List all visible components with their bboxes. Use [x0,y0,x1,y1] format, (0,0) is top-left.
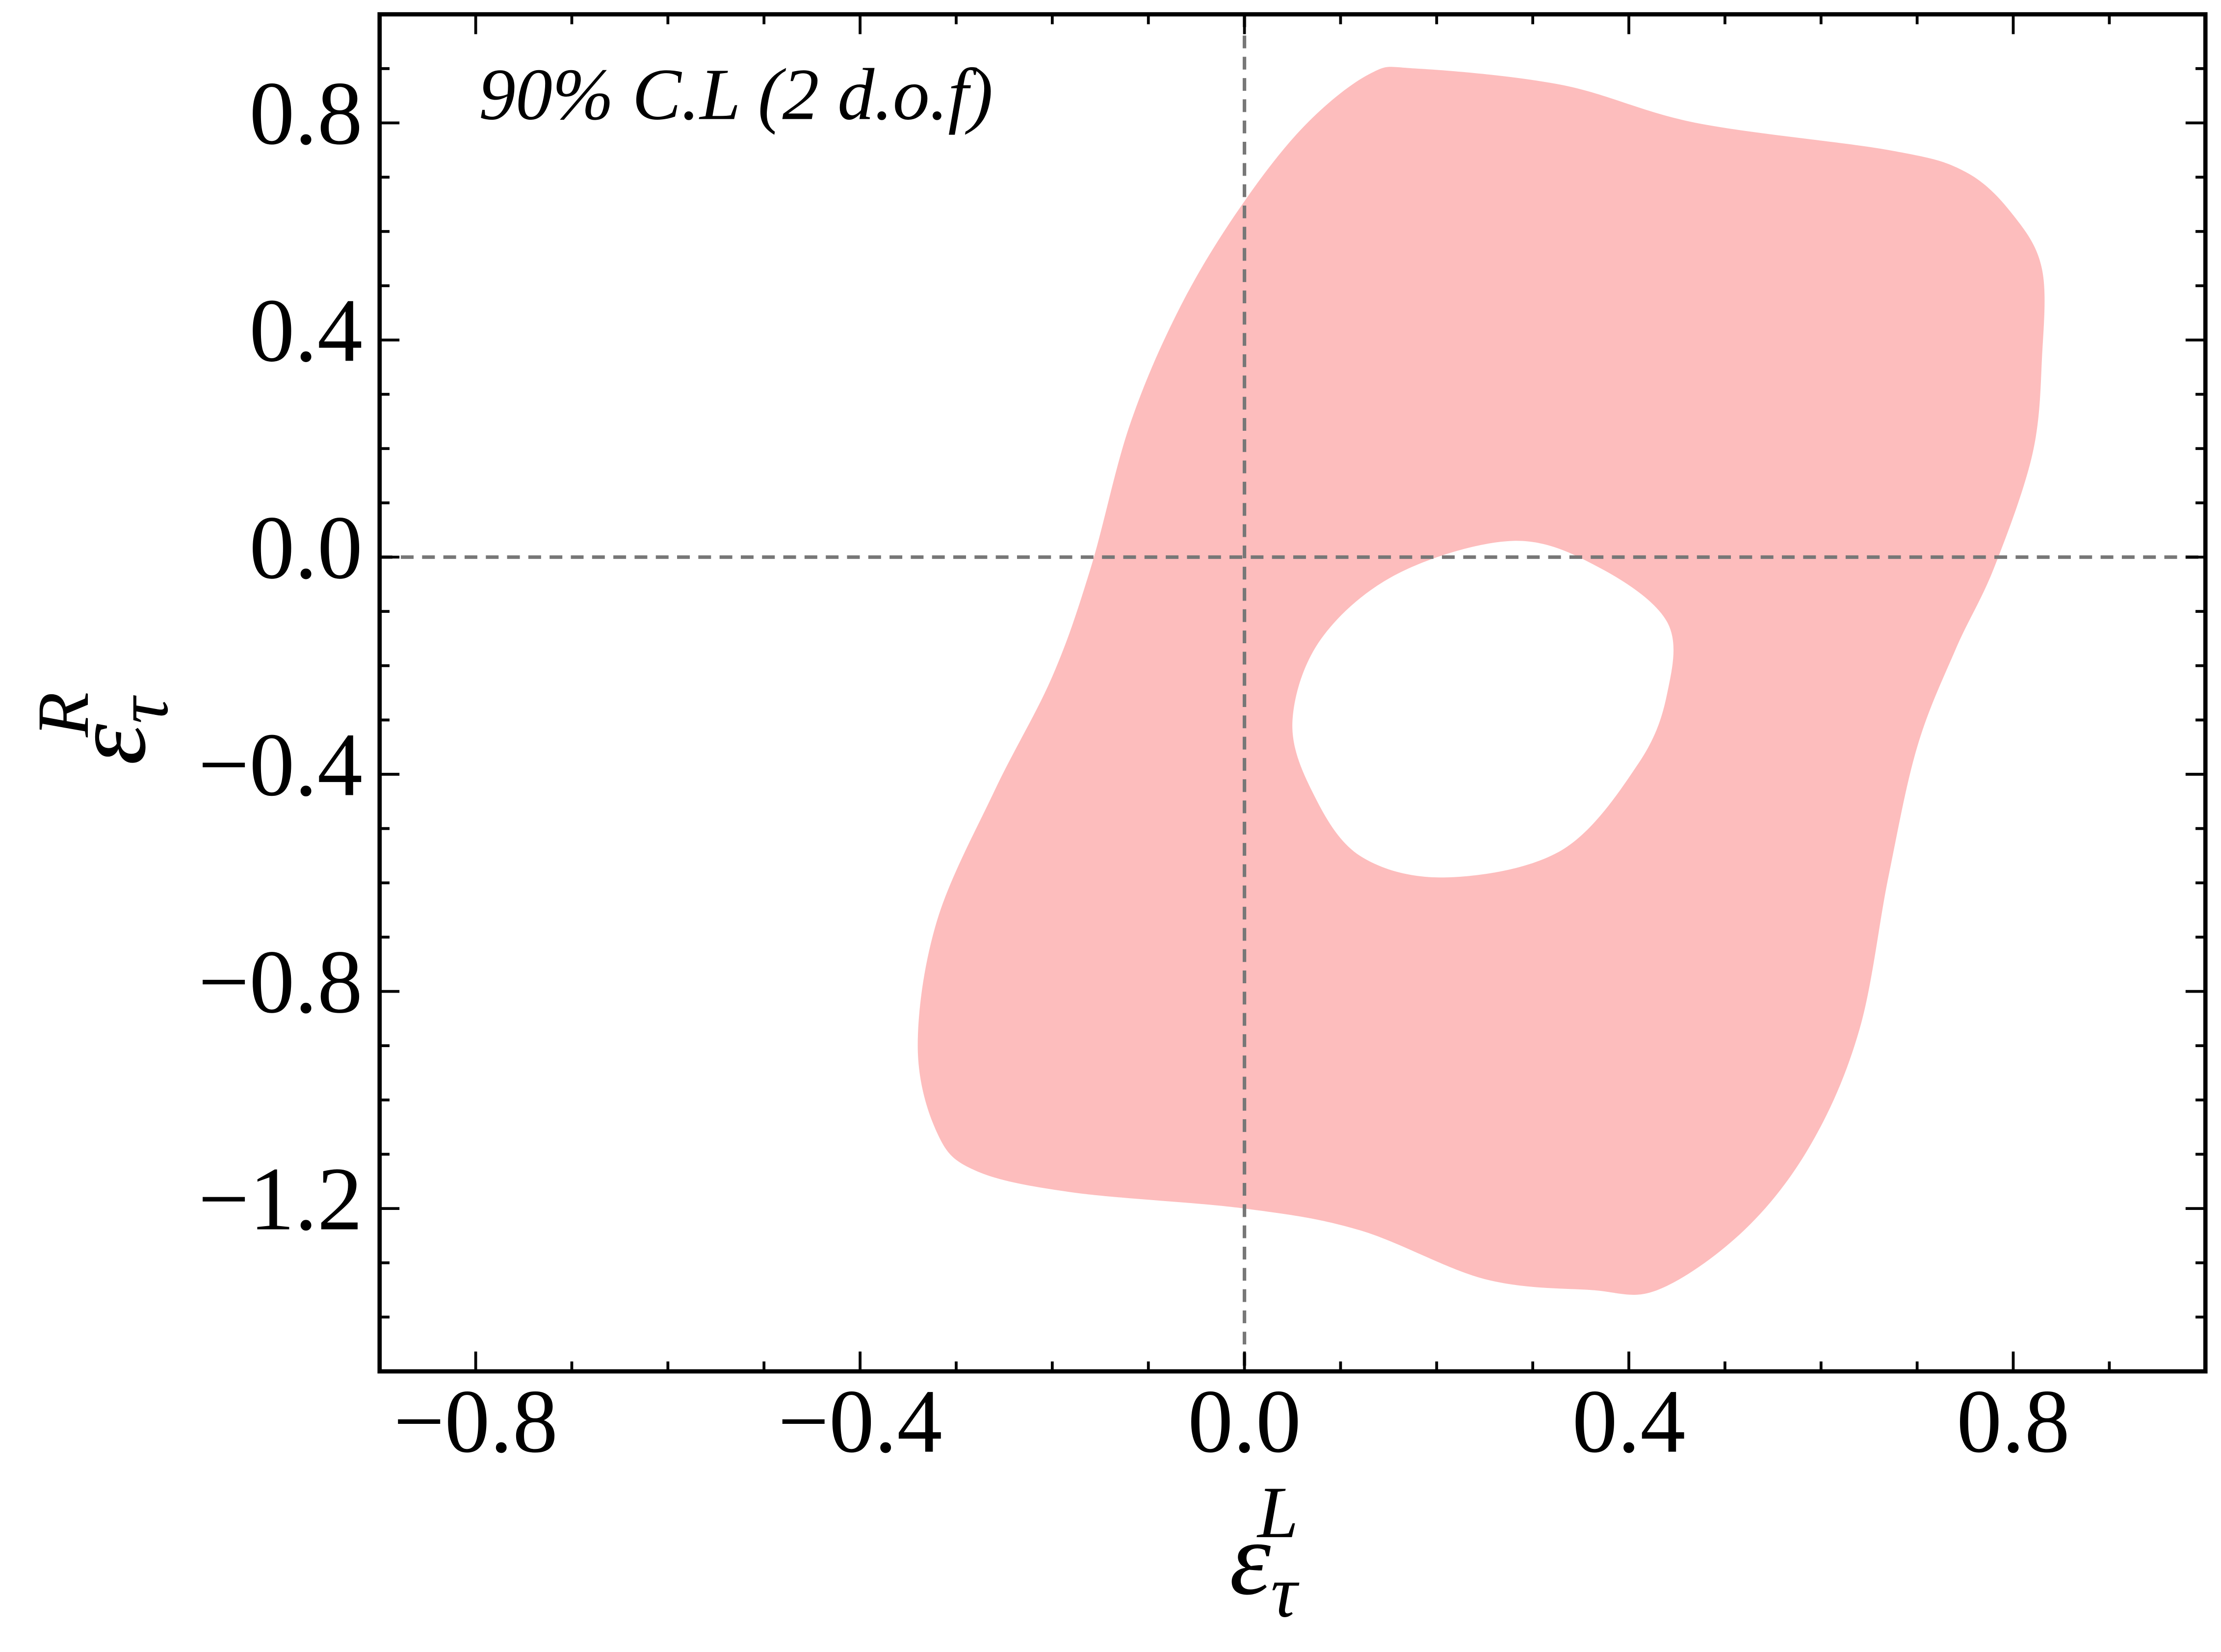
y-tick-label: −0.8 [198,931,363,1032]
annotation: 90% C.L (2 d.o.f) [479,54,993,135]
y-tick-label: −1.2 [198,1149,363,1249]
x-tick-label: 0.0 [1188,1371,1301,1471]
excluded-hole [1292,541,1674,878]
x-tick-label: −0.4 [778,1371,942,1471]
plot-frame [377,12,2208,1374]
x-tick-label: 0.8 [1957,1371,2070,1471]
y-label-sup: R [23,692,104,738]
y-label-sub: τ [102,695,183,724]
y-tick-label: −0.4 [198,714,363,814]
y-tick-label: 0.0 [249,497,363,598]
x-tick-label: 0.4 [1572,1371,1686,1471]
x-label-sup: L [1256,1472,1299,1553]
x-tick-label: −0.8 [393,1371,558,1471]
x-axis-label: ετL [1229,1472,1300,1633]
x-label-base: ε [1229,1501,1271,1617]
y-tick-label: 0.8 [249,63,363,163]
y-tick-label: 0.4 [249,280,363,380]
x-label-sub: τ [1271,1551,1300,1633]
y-label-base: ε [52,724,167,765]
y-axis-label: ετR [23,692,183,765]
